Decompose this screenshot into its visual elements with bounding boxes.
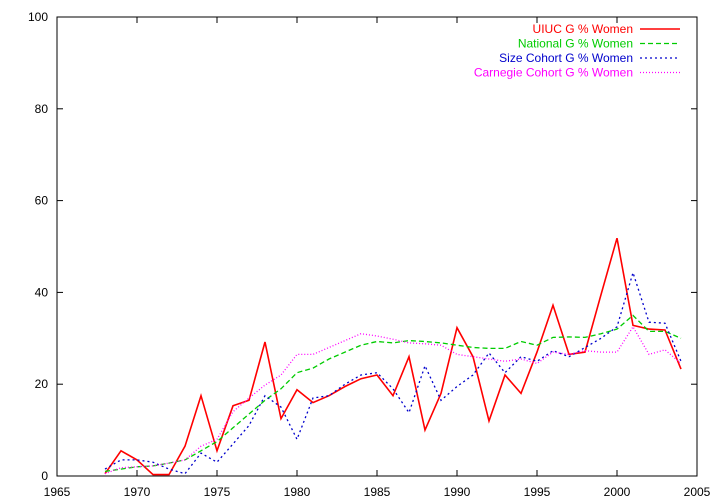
series-line-1 (104, 314, 682, 473)
y-tick-label: 100 (28, 10, 48, 24)
series-line-0 (104, 237, 682, 476)
x-tick-label: 2005 (684, 485, 711, 499)
series-lines (104, 237, 682, 476)
axis-ticks: 1965 1970 1975 1980 1985 1990 1995 2000 2005 0 20 4… (28, 10, 711, 499)
series-line-2 (104, 270, 682, 475)
y-tick-label: 20 (35, 377, 49, 391)
legend-label: Carnegie Cohort G % Women (474, 66, 633, 80)
y-tick-label: 0 (41, 469, 48, 483)
y-tick-label: 60 (35, 194, 49, 208)
x-tick-label: 2000 (604, 485, 631, 499)
y-tick-label: 40 (35, 285, 49, 299)
x-tick-label: 1970 (124, 485, 151, 499)
x-tick-label: 1980 (284, 485, 311, 499)
plot-frame (56, 16, 698, 477)
x-tick-label: 1995 (524, 485, 551, 499)
x-tick-label: 1965 (44, 485, 71, 499)
series-line-3 (104, 325, 682, 475)
x-tick-label: 1985 (364, 485, 391, 499)
legend-label: National G % Women (518, 37, 633, 51)
legend-label: UIUC G % Women (533, 22, 633, 36)
x-tick-label: 1990 (444, 485, 471, 499)
legend-label: Size Cohort G % Women (499, 51, 633, 65)
y-tick-label: 80 (35, 102, 49, 116)
x-tick-label: 1975 (204, 485, 231, 499)
